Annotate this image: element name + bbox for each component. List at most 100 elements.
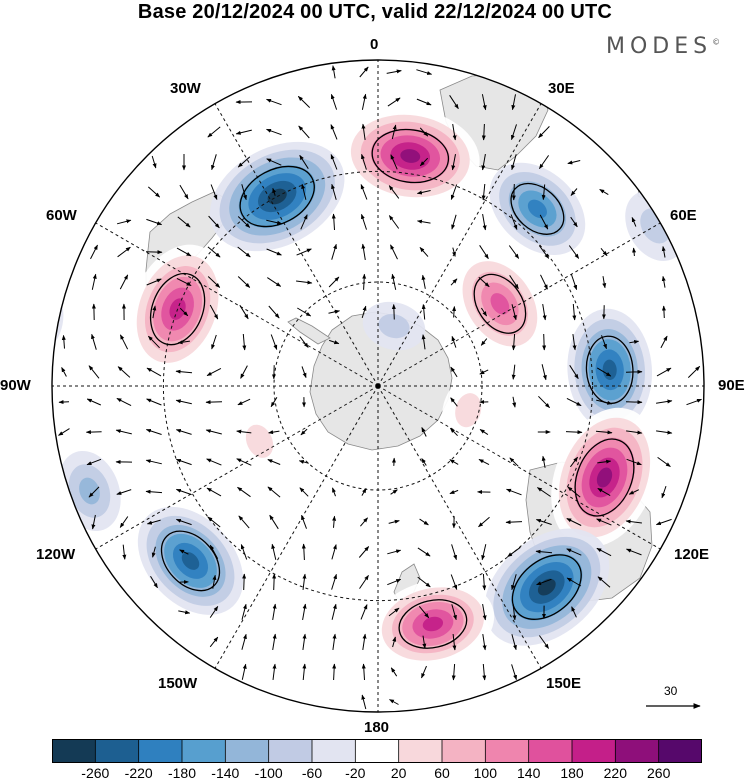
wind-vector [628, 489, 640, 495]
wind-vector [91, 333, 97, 350]
wind-vector [272, 663, 277, 680]
wind-vector [535, 519, 552, 525]
wind-vector [242, 573, 247, 591]
anomaly-center-5 [567, 308, 653, 431]
wind-vector [269, 514, 279, 530]
wind-vector [331, 243, 337, 260]
streamline-8 [398, 599, 468, 649]
wind-vector [206, 458, 222, 466]
wind-vector [511, 664, 517, 681]
wind-vector [361, 487, 367, 496]
wind-vector [151, 155, 157, 169]
lon-label-120e: 120E [674, 546, 710, 563]
wind-vector [596, 518, 612, 526]
meridian-line [95, 222, 379, 387]
wind-vector [570, 216, 578, 228]
colorbar-segment [442, 739, 486, 763]
modes-logo: MODES© [606, 34, 720, 59]
wind-vector [119, 334, 129, 350]
wind-vector [505, 520, 523, 525]
wind-vector [207, 516, 221, 528]
wind-vector [152, 305, 157, 319]
wind-vector [331, 544, 337, 560]
wind-vector [267, 277, 282, 287]
wind-vector [452, 306, 457, 318]
wind-vector [511, 304, 517, 321]
wind-vector [206, 487, 222, 497]
wind-vector [511, 634, 517, 651]
wind-vector [330, 154, 338, 170]
wind-vector [296, 248, 312, 256]
wind-vector [301, 543, 306, 561]
wind-vector [359, 66, 369, 78]
wind-vector [450, 278, 458, 286]
wind-vector [570, 188, 578, 196]
wind-vector [361, 243, 366, 260]
lon-label-60e: 60E [670, 207, 697, 224]
wind-vector [416, 190, 431, 195]
wind-vector [566, 397, 582, 407]
wind-vector [179, 184, 189, 200]
wind-vector [538, 155, 550, 170]
wind-vector [362, 633, 367, 650]
wind-vector [625, 519, 642, 524]
wind-vector [239, 304, 249, 320]
colorbar-tick-label: 140 [517, 765, 541, 781]
wind-vector [90, 244, 98, 260]
colorbar-tick-label: 220 [603, 765, 627, 781]
wind-vector [482, 573, 487, 591]
wind-vector [478, 516, 490, 528]
wind-vector [566, 548, 582, 556]
wind-vector [361, 93, 367, 110]
wind-vector [479, 245, 489, 260]
wind-vector [542, 333, 547, 351]
wind-vector [511, 94, 516, 111]
wind-vector [361, 213, 367, 230]
wind-vector [481, 544, 487, 561]
wind-vector [387, 97, 401, 107]
colorbar-segment [52, 739, 96, 763]
wind-vector [145, 489, 163, 494]
wind-vector [209, 636, 219, 648]
wind-vector [571, 606, 577, 618]
lon-label-150w: 150W [158, 675, 198, 692]
wind-vector [268, 305, 280, 319]
wind-vector [538, 635, 550, 649]
wind-vector [268, 430, 280, 435]
wind-vector [421, 458, 427, 466]
wind-vector [481, 183, 486, 201]
meridian-line [214, 385, 379, 669]
wind-vector [421, 334, 426, 350]
wind-vector [145, 459, 162, 465]
wind-vector [419, 157, 429, 167]
wind-vector [535, 549, 553, 554]
wind-vector [541, 364, 547, 381]
wind-vector [237, 398, 251, 406]
wind-vector [480, 307, 488, 317]
colorbar-segment [312, 739, 356, 763]
colorbar-tick-label: -180 [167, 765, 197, 781]
wind-vector [570, 274, 578, 291]
wind-vector [388, 519, 400, 524]
lon-label-30w: 30W [170, 80, 201, 97]
colorbar-tick-label: -60 [301, 765, 323, 781]
wind-vector [358, 546, 370, 558]
wind-vector [207, 276, 221, 288]
colorbar-segment [268, 739, 313, 763]
wind-vector [391, 273, 397, 290]
wind-vector [541, 184, 546, 201]
wind-vector [179, 307, 189, 317]
wind-vector [266, 158, 282, 166]
wind-vector [147, 186, 161, 198]
wind-vector [296, 280, 313, 285]
wind-vector [572, 334, 577, 351]
wind-vector [450, 397, 458, 407]
wind-vector [91, 273, 97, 290]
wind-vector [388, 607, 400, 617]
wind-vector [361, 694, 367, 710]
lon-label-90w: 90W [0, 377, 31, 394]
wind-vector [572, 303, 577, 321]
colorbar-frame [52, 739, 702, 763]
wind-vector [419, 518, 429, 526]
wind-vector [629, 340, 640, 344]
